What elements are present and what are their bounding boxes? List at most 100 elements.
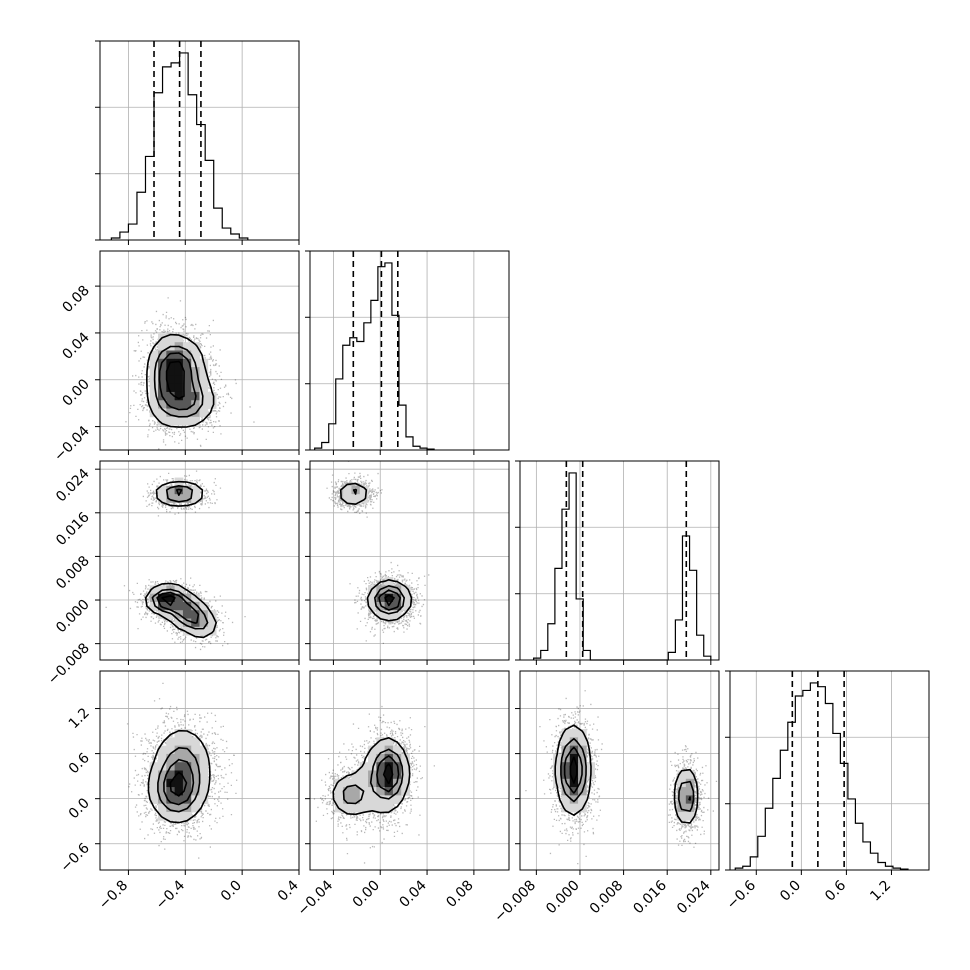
- density-cell: [182, 494, 192, 503]
- histogram-panel-2: [515, 460, 720, 665]
- density-cell: [166, 400, 176, 409]
- density-cell: [182, 787, 192, 796]
- contour-line: [157, 747, 201, 813]
- density-cell: [376, 803, 386, 813]
- density-cell: [384, 770, 394, 780]
- density-cell: [207, 391, 217, 401]
- density-cell: [359, 485, 369, 495]
- density-cell: [384, 610, 394, 619]
- density-cell: [401, 601, 410, 611]
- density-cell: [191, 342, 200, 351]
- density-cell: [174, 333, 184, 343]
- density-cell: [158, 375, 167, 385]
- density-cell: [199, 400, 209, 409]
- density-cell: [569, 737, 579, 747]
- density-cell: [578, 729, 587, 738]
- contour-line: [342, 748, 404, 805]
- density-cell: [149, 770, 159, 780]
- axes-frame: [519, 670, 720, 871]
- density-cell: [569, 770, 579, 780]
- density-cell: [158, 753, 167, 763]
- density-cell: [351, 803, 361, 813]
- density-cell: [166, 383, 176, 393]
- density-cell: [166, 350, 176, 360]
- axes-frame: [519, 460, 720, 661]
- density-cell: [191, 601, 200, 611]
- density-cell: [174, 795, 184, 805]
- density-cell: [392, 593, 402, 603]
- density-cell: [191, 485, 200, 495]
- density-cell: [553, 770, 562, 780]
- density-cell: [199, 753, 209, 763]
- density-cell: [158, 787, 167, 796]
- density-cell: [182, 485, 192, 495]
- density-cell: [166, 485, 176, 495]
- density-cell: [343, 778, 352, 788]
- density-cell: [685, 787, 695, 796]
- density-cell: [569, 803, 579, 813]
- density-cell: [207, 400, 217, 409]
- density-cell: [401, 585, 410, 595]
- density-cell: [368, 803, 377, 813]
- density-cell: [158, 770, 167, 780]
- density-cell: [174, 803, 184, 813]
- density-cell: [351, 494, 361, 503]
- density-cell: [191, 593, 200, 603]
- density-cell: [182, 383, 192, 393]
- density-cell: [359, 762, 369, 771]
- density-cell: [149, 601, 159, 611]
- histogram-panel-0: [95, 40, 300, 245]
- density-cell: [561, 787, 571, 796]
- density-cell: [158, 342, 167, 351]
- density-cell: [199, 762, 209, 771]
- density-cell: [182, 358, 192, 368]
- density-cell: [149, 391, 159, 401]
- density-cell: [392, 770, 402, 780]
- contour-line: [163, 758, 195, 806]
- density-cell: [343, 485, 352, 495]
- contour-line: [378, 589, 401, 611]
- scatter-points: [525, 690, 718, 865]
- density-cell: [685, 770, 695, 780]
- contour-line: [376, 755, 400, 793]
- density-cell: [199, 787, 209, 796]
- density-cell: [376, 610, 386, 619]
- density-cell: [182, 626, 192, 636]
- density-cell: [199, 367, 209, 376]
- density-cell: [158, 367, 167, 376]
- density-cell: [158, 778, 167, 788]
- density-cell: [174, 367, 184, 376]
- density-cell: [677, 770, 687, 780]
- density-cell: [553, 778, 562, 788]
- axes-frame: [729, 670, 930, 871]
- histogram-step: [314, 262, 435, 450]
- density-cell: [376, 770, 386, 780]
- density-cell: [166, 494, 176, 503]
- density-cell: [561, 770, 571, 780]
- density-cell: [384, 803, 394, 813]
- density-cell: [158, 795, 167, 805]
- density-cell: [149, 350, 159, 360]
- density-cell: [166, 770, 176, 780]
- density-cell: [174, 811, 184, 821]
- density-cell: [368, 745, 377, 755]
- density-cell: [174, 762, 184, 771]
- density-cell: [149, 408, 159, 418]
- density-cell: [182, 729, 192, 738]
- density-cell: [199, 626, 209, 636]
- density-cell: [174, 770, 184, 780]
- density-cell: [199, 770, 209, 780]
- density-cell: [569, 729, 579, 738]
- density-cell: [174, 375, 184, 385]
- density-cell: [199, 383, 209, 393]
- density-cell: [401, 778, 410, 788]
- density-cell: [334, 795, 344, 805]
- density-cell: [158, 803, 167, 813]
- density-cell: [158, 485, 167, 495]
- density-cell: [182, 762, 192, 771]
- density-cell: [401, 753, 410, 763]
- density-cell: [158, 350, 167, 360]
- panel-content: [105, 470, 246, 651]
- contour-line: [169, 771, 188, 797]
- density-cell: [182, 375, 192, 385]
